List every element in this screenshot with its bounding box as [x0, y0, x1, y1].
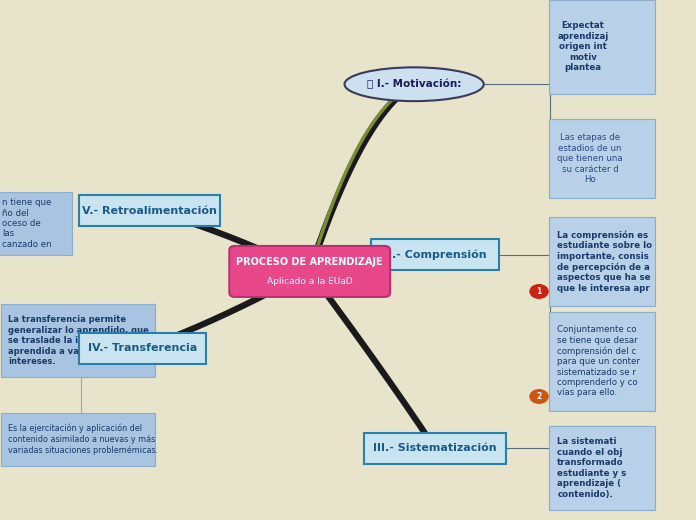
Text: n tiene que
ño del
oceso de
las
canzado en: n tiene que ño del oceso de las canzado …: [2, 198, 52, 249]
FancyBboxPatch shape: [365, 433, 505, 464]
Text: II.- Comprensión: II.- Comprensión: [383, 250, 487, 260]
FancyBboxPatch shape: [372, 239, 498, 270]
Text: 💡 I.- Motivación:: 💡 I.- Motivación:: [367, 79, 461, 89]
FancyBboxPatch shape: [550, 426, 654, 510]
Text: PROCESO DE APRENDIZAJE: PROCESO DE APRENDIZAJE: [237, 257, 383, 267]
Text: V.- Retroalimentación: V.- Retroalimentación: [82, 205, 217, 216]
FancyBboxPatch shape: [0, 192, 72, 255]
Text: 1: 1: [537, 287, 541, 296]
Text: Conjuntamente co
se tiene que desar
comprensión del c
para que un conter
sistema: Conjuntamente co se tiene que desar comp…: [557, 326, 640, 397]
FancyBboxPatch shape: [550, 311, 654, 411]
FancyBboxPatch shape: [230, 246, 390, 297]
Ellipse shape: [345, 68, 484, 101]
Text: III.- Sistematización: III.- Sistematización: [373, 443, 497, 453]
FancyBboxPatch shape: [79, 333, 206, 364]
Text: IV.- Transferencia: IV.- Transferencia: [88, 343, 197, 354]
FancyBboxPatch shape: [550, 0, 654, 94]
Text: Aplicado a la EUaD: Aplicado a la EUaD: [267, 277, 353, 287]
FancyBboxPatch shape: [79, 195, 220, 226]
FancyBboxPatch shape: [550, 120, 654, 198]
Text: La comprensión es
estudiante sobre lo
importante, consis
de percepción de a
aspe: La comprensión es estudiante sobre lo im…: [557, 230, 652, 293]
Circle shape: [530, 285, 548, 298]
Text: Expectat
aprendizaj
origen int
motiv
plantea: Expectat aprendizaj origen int motiv pla…: [557, 21, 608, 72]
FancyBboxPatch shape: [1, 304, 155, 378]
FancyBboxPatch shape: [1, 413, 155, 466]
FancyBboxPatch shape: [550, 217, 654, 306]
Text: La sistemati
cuando el obj
transformado
estudiante y s
aprendizaje (
contenido).: La sistemati cuando el obj transformado …: [557, 437, 626, 499]
Text: Es la ejercitación y aplicación del
contenido asimilado a nuevas y más
variadas : Es la ejercitación y aplicación del cont…: [8, 424, 159, 455]
Text: Las etapas de
estadios de un
que tienen una
su carácter d
Ho: Las etapas de estadios de un que tienen …: [557, 133, 623, 184]
Circle shape: [530, 390, 548, 404]
Text: 2: 2: [537, 392, 541, 401]
Text: La transferencia permite
generalizar lo aprendido, que
se traslade la informació: La transferencia permite generalizar lo …: [8, 315, 155, 366]
